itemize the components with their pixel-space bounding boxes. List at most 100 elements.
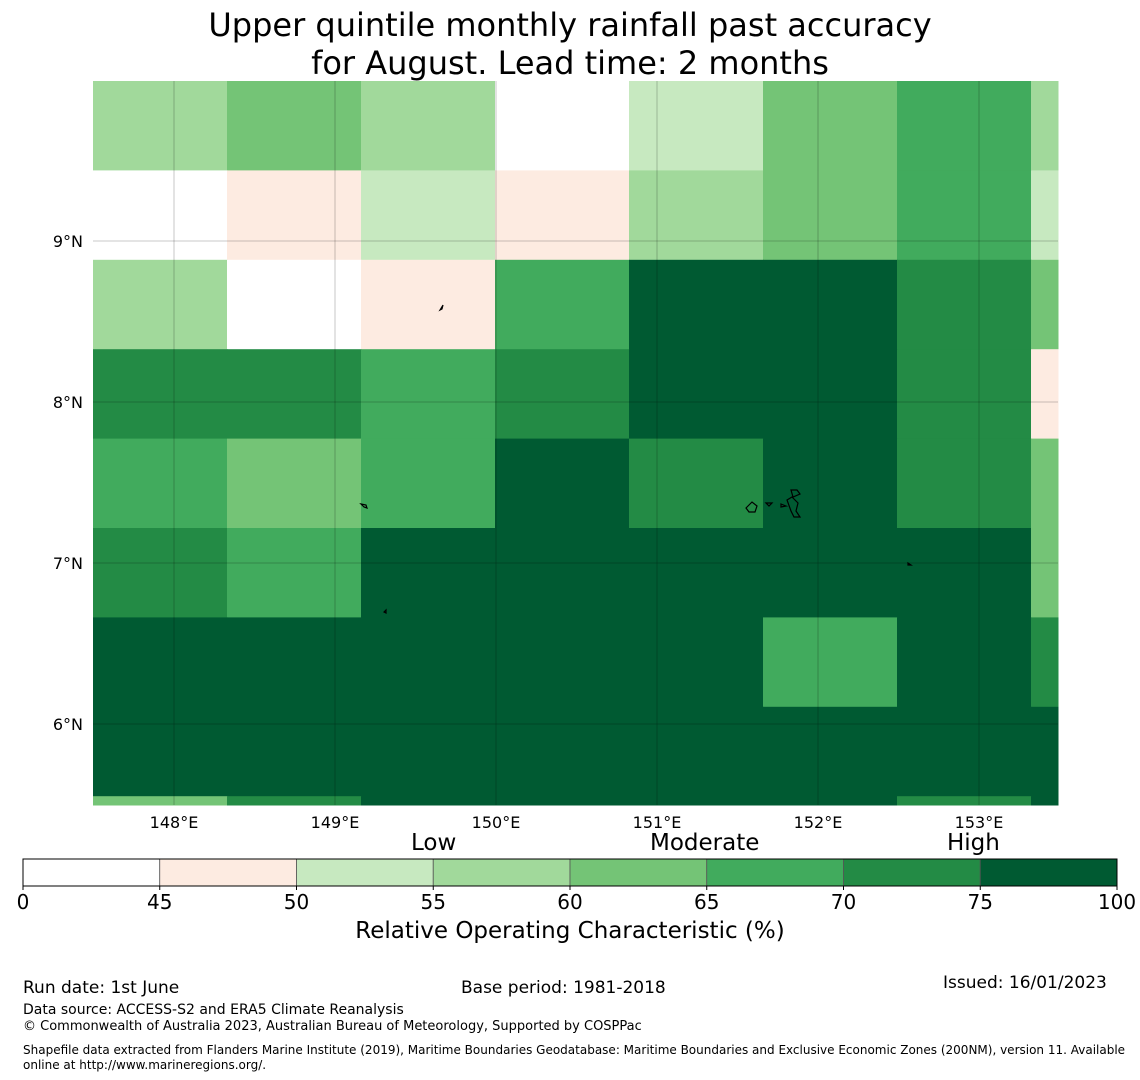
island-outline [790,489,801,498]
grid-cell [93,796,228,806]
grid-cell [897,438,1032,529]
grid-cell [897,259,1032,350]
colorbar-tick-label: 65 [694,890,719,914]
gridlines [93,81,1058,805]
colorbar-segment [706,858,844,887]
grid-cell [361,796,496,806]
category-moderate: Moderate [650,830,760,856]
grid-cell [361,528,496,618]
colorbar-tick-label: 0 [17,890,30,914]
grid-cell [629,617,764,708]
grid-cell [361,349,496,440]
grid-cell [495,438,630,529]
data-source: Data source: ACCESS-S2 and ERA5 Climate … [23,1002,404,1018]
latitude-tick-label: 6°N [53,715,83,734]
island-outline [786,496,802,518]
colorbar-tick-label: 60 [557,890,582,914]
grid-cell [897,706,1032,797]
colorbar-segment [432,858,571,887]
island-outline [764,502,774,507]
grid-cell [1031,528,1059,618]
grid-cell [763,796,898,806]
colorbar: 0 45 50 55 60 65 70 75 100 [17,858,1136,914]
copyright: © Commonwealth of Australia 2023, Austra… [23,1019,642,1034]
grid-cell [227,528,362,618]
longitude-ticks: 148°E 149°E 150°E 151°E 152°E 153°E [150,813,1004,832]
title-line-2: for August. Lead time: 2 months [311,44,829,82]
grid-cell [495,617,630,708]
colorbar-segment [843,858,981,887]
grid-cell [361,706,496,797]
grid-cell [227,706,362,797]
grid-cell [1031,170,1059,261]
title-line-1: Upper quintile monthly rainfall past acc… [208,6,932,44]
grid-cell [897,349,1032,440]
longitude-tick-label: 153°E [955,813,1004,832]
shapefile-credit: Shapefile data extracted from Flanders M… [23,1043,1126,1072]
grid-cell [763,349,898,440]
grid-cell [495,349,630,440]
colorbar-tick-label: 50 [284,890,309,914]
longitude-tick-label: 149°E [311,813,360,832]
grid-cell [495,81,630,171]
base-period: Base period: 1981-2018 [461,978,666,998]
island-outline [745,501,758,513]
grid-cell [227,796,362,806]
grid-cell [361,170,496,261]
category-low: Low [411,830,457,856]
colorbar-tick-label: 70 [831,890,856,914]
grid-cell [1031,259,1059,350]
grid-cell [361,259,496,350]
colorbar-segment [22,858,161,887]
grid-cell [361,617,496,708]
grid-cell [93,706,228,797]
grid-cell [93,617,228,708]
latitude-tick-label: 7°N [53,554,83,573]
grid-cell [495,259,630,350]
grid-cell [629,706,764,797]
grid-cell [93,170,228,261]
grid-cell [93,528,228,618]
grid-cell [1031,438,1059,529]
grid-cell [763,617,898,708]
grid-cell [897,796,1032,806]
island-outlines [359,304,913,614]
grid-cell [1031,81,1059,171]
grid-cell [763,438,898,529]
grid-cell [93,349,228,440]
grid-cell [1031,617,1059,708]
grid-cell [495,706,630,797]
grid-cell [629,349,764,440]
run-date: Run date: 1st June [23,978,180,998]
colorbar-segment [979,858,1118,887]
grid-cell [629,81,764,171]
grid-cell [361,81,496,171]
grid-cell [361,438,496,529]
grid-cell [763,706,898,797]
colorbar-segment [296,858,434,887]
grid-cell [897,528,1032,618]
colorbar-tick-label: 55 [421,890,446,914]
island-outline [780,503,789,508]
grid-cell [629,170,764,261]
category-high: High [947,830,1000,856]
latitude-tick-label: 8°N [53,393,83,412]
grid-cell [227,81,362,171]
longitude-tick-label: 152°E [794,813,843,832]
colorbar-segment [159,858,297,887]
colorbar-tick-label: 45 [147,890,172,914]
grid-cell [897,617,1032,708]
issued-date: Issued: 16/01/2023 [943,973,1107,993]
grid-cell [495,170,630,261]
grid-cell [227,349,362,440]
latitude-ticks: 9°N 8°N 7°N 6°N [53,232,83,734]
colorbar-segment [569,858,708,887]
grid-cell [1031,349,1059,440]
grid-cell [763,81,898,171]
grid-cell [227,259,362,350]
grid-cell [227,438,362,529]
grid-cell [897,170,1032,261]
colorbar-label: Relative Operating Characteristic (%) [355,918,785,944]
grid-cell [629,796,764,806]
